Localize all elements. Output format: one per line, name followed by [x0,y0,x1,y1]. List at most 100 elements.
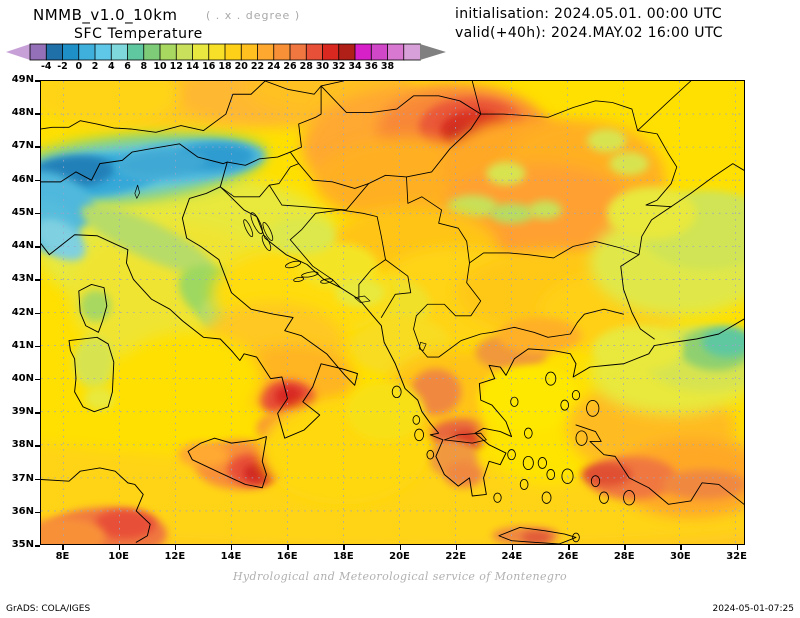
longitude-tick-label: 22E [445,551,467,562]
colorbar-tick-label: 22 [251,61,264,70]
colorbar-tick-label: 30 [316,61,330,70]
border-italy-north [41,143,228,256]
latitude-tick-label: 37N [11,472,34,484]
border-slovenia-croatia [219,163,300,198]
colorbar-swatch [240,43,259,61]
colorbar-tick-label: 36 [365,61,379,70]
latitude-tick-mark [35,478,40,481]
longitude-tick-label: 20E [389,551,410,562]
colorbar-tick-label: 16 [202,61,216,70]
colorbar-tick-label: 38 [381,61,395,70]
colorbar-tick-label: 34 [348,61,362,70]
colorbar-swatch [273,43,291,61]
grads-attribution: GrADS: COLA/IGES [6,604,91,614]
temperature-contour [298,243,378,290]
colorbar-tick-label: 32 [332,61,345,70]
colorbar-swatch [143,43,161,61]
longitude-tick-mark [287,545,289,550]
temperature-contour [701,327,744,358]
coastline-island [546,468,556,481]
colorbar-swatch [224,43,243,61]
colorbar-tick-label: 14 [186,61,200,70]
coastline-island [541,491,552,504]
colorbar-over-arrow [420,44,446,60]
latitude-tick-mark [35,212,40,215]
colorbar-swatch [305,43,324,61]
valid-time: valid(+40h): 2024.MAY.02 16:00 UTC [455,25,723,41]
longitude-tick-label: 18E [332,551,354,562]
colorbar-tick-label: 10 [153,61,167,70]
longitude-tick-label: 12E [164,551,186,562]
initialisation-time: initialisation: 2024.05.01. 00:00 UTC [455,6,722,22]
temperature-contour [587,128,627,153]
coastline-island [519,478,529,490]
longitude-tick-label: 30E [670,551,691,562]
temperature-contour [41,170,95,230]
coastline-island [575,430,588,446]
temperature-contour [606,186,697,240]
latitude-tick-mark [35,279,40,281]
coastline-island [572,532,580,543]
longitude-tick-mark [736,545,739,550]
coastline-corinth-gulf [443,432,487,444]
temperature-contour [178,442,229,468]
longitude-tick-label: 14E [220,551,242,562]
temperature-contour [116,150,207,178]
border-bosnia-west [289,239,342,289]
colorbar-tick-label: -4 [41,61,52,70]
coastline-island [590,475,601,488]
colorbar-tick-label: 2 [92,61,99,70]
temperature-contour [84,386,116,411]
latitude-tick-mark [35,545,40,547]
temperature-contour [41,218,86,261]
latitude-tick-label: 45N [11,206,34,218]
temperature-contour [94,509,156,540]
longitude-tick-mark [62,545,64,550]
longitude-tick-label: 8E [55,551,70,562]
colorbar-swatch [192,43,210,61]
temperature-contour [116,332,263,425]
border-bulgaria-romania [469,240,640,264]
coastline-balkan-aegean [226,192,744,497]
colorbar-swatch [45,43,64,61]
border-ukraine-poland [471,81,482,115]
longitude-tick-label: 16E [276,551,298,562]
coastline-island [561,468,574,484]
border-montenegro [380,259,412,318]
temperature-contour [267,218,336,255]
colorbar-swatch [289,43,308,61]
border-austria-germany [41,81,266,133]
coastline-island [545,371,557,386]
coastline-sardinia [68,336,115,413]
coastline-island [493,492,502,503]
latitude-tick-label: 40N [11,372,34,384]
temperature-contour [528,200,563,220]
latitude-tick-label: 44N [11,240,34,252]
colorbar-tick-label: 24 [267,61,281,70]
temperature-contour [41,517,106,544]
coastline-anatolia-south [575,424,744,505]
coastline-island [250,212,263,235]
longitude-tick-label: 10E [108,551,130,562]
colorbar-swatch [322,43,340,61]
colorbar-swatch [257,43,275,61]
temperature-map[interactable] [40,80,745,545]
coastline-blacksea-west [620,206,672,340]
temperature-contour [477,365,579,432]
coastline-island [560,399,570,411]
map-gridlines [41,81,744,544]
longitude-tick-mark [343,545,345,550]
temperature-contour [447,195,498,219]
coastline-island [586,399,600,417]
longitude-tick-mark [455,545,458,550]
coastline-island [426,449,435,460]
colorbar-tick-label: 18 [218,61,232,70]
border-bulgaria-turkey [576,308,624,323]
colorbar-tick-label: 12 [170,61,183,70]
latitude-tick-label: 39N [11,406,34,418]
latitude-tick-mark [35,246,40,248]
coastline-island [320,278,334,284]
longitude-tick-mark [624,545,626,550]
model-units-label: ( . x . degree ) [206,9,301,22]
latitude-tick-label: 46N [11,173,34,185]
